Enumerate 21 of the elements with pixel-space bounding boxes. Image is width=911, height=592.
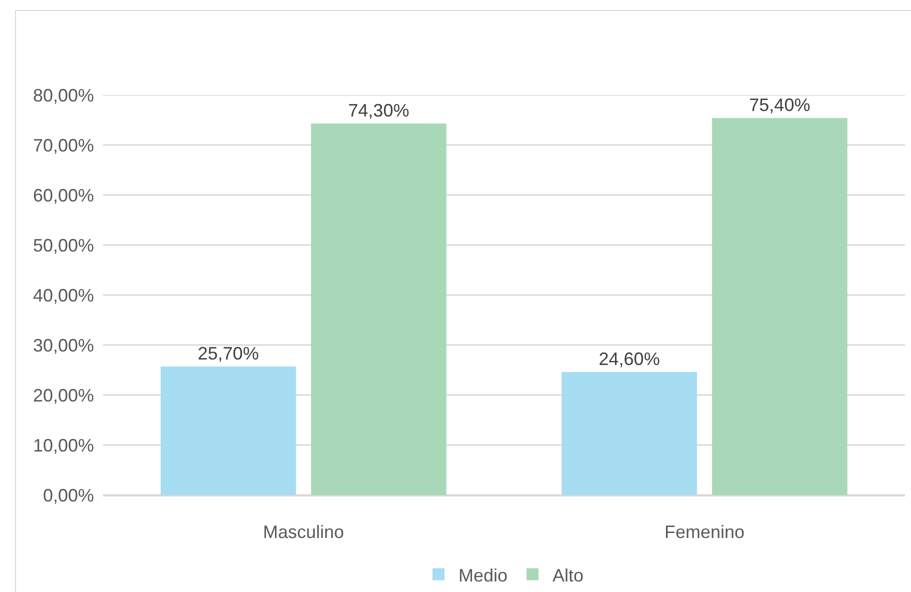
- y-tick-label: 30,00%: [32, 335, 94, 356]
- y-tick-label: 60,00%: [32, 185, 94, 206]
- y-tick-label: 0,00%: [42, 485, 94, 506]
- x-tick-label: Masculino: [262, 522, 344, 542]
- data-label: 74,30%: [348, 100, 410, 120]
- bar: [562, 372, 697, 495]
- y-tick-label: 50,00%: [32, 235, 94, 256]
- data-label: 24,60%: [598, 349, 660, 369]
- data-label: 75,40%: [749, 95, 810, 115]
- y-tick-label: 40,00%: [32, 285, 94, 306]
- legend-label: Medio: [458, 565, 508, 586]
- y-tick-label: 20,00%: [32, 385, 94, 406]
- legend-label: Alto: [552, 565, 584, 586]
- bar: [311, 124, 446, 495]
- data-label: 25,70%: [198, 344, 259, 364]
- y-tick-label: 70,00%: [32, 135, 94, 156]
- bar: [712, 118, 848, 495]
- y-tick-label: 10,00%: [32, 435, 94, 456]
- bar: [160, 366, 296, 495]
- y-tick-label: 80,00%: [32, 85, 94, 106]
- x-tick-label: Femenino: [664, 522, 745, 542]
